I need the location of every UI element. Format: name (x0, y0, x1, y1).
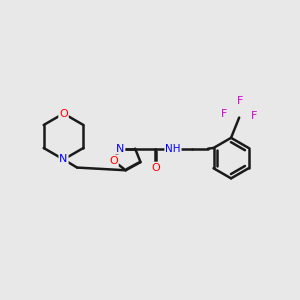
Text: O: O (59, 109, 68, 118)
Text: F: F (221, 109, 227, 118)
Text: NH: NH (165, 144, 181, 154)
Text: N: N (59, 154, 68, 164)
Text: O: O (109, 156, 118, 166)
Text: O: O (151, 163, 160, 172)
Text: F: F (251, 111, 257, 121)
Text: N: N (116, 144, 124, 154)
Text: F: F (236, 96, 243, 106)
